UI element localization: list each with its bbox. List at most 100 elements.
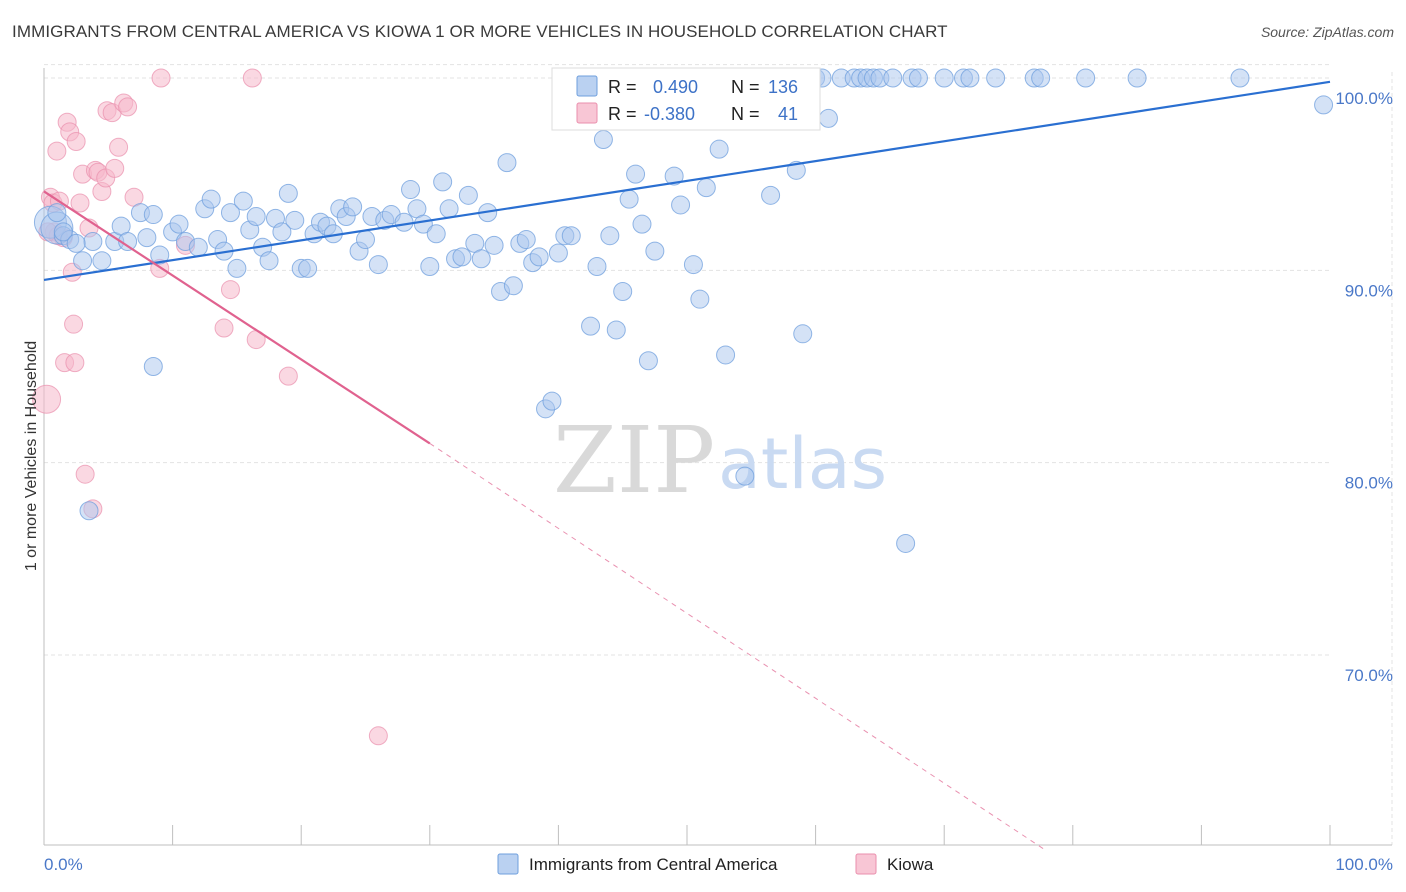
central-america-point: [458, 185, 478, 205]
y-tick-label: 80.0%: [1345, 474, 1393, 493]
central-america-point: [883, 68, 903, 88]
stats-pink-r-value: -0.380: [644, 104, 695, 124]
central-america-point: [896, 533, 916, 553]
central-america-point: [471, 249, 491, 269]
central-america-point: [1031, 68, 1051, 88]
central-america-point: [137, 228, 157, 248]
central-america-point: [83, 231, 103, 251]
kiowa-point: [66, 131, 86, 151]
central-america-point: [638, 351, 658, 371]
central-america-point: [285, 210, 305, 230]
central-america-point: [619, 189, 639, 209]
central-america-point: [439, 199, 459, 219]
central-america-point: [1127, 68, 1147, 88]
y-tick-label: 100.0%: [1335, 89, 1393, 108]
central-america-point: [356, 230, 375, 250]
central-america-point: [73, 251, 93, 271]
central-america-point: [426, 224, 446, 244]
central-america-point: [986, 68, 1006, 88]
central-america-point: [606, 320, 626, 340]
kiowa-point: [278, 366, 298, 386]
stats-pink-n-value: 41: [778, 104, 798, 124]
watermark: ZIP atlas: [553, 407, 887, 514]
central-america-point: [433, 172, 453, 192]
central-america-point: [1314, 95, 1334, 115]
central-america-point: [908, 68, 928, 88]
central-america-point: [484, 235, 504, 255]
central-america-point: [716, 345, 736, 365]
y-axis-label: 1 or more Vehicles in Household: [23, 341, 40, 571]
stats-blue-n-value: 136: [768, 77, 798, 97]
kiowa-point: [70, 193, 90, 213]
kiowa-point: [242, 68, 262, 88]
central-america-point: [960, 68, 980, 88]
central-america-point: [645, 241, 665, 261]
central-america-point: [516, 230, 536, 250]
central-america-point: [53, 222, 73, 242]
central-america-point: [683, 255, 703, 275]
legend-label-kiowa: Kiowa: [887, 855, 934, 874]
central-america-point: [664, 166, 684, 186]
kiowa-point: [151, 68, 171, 88]
central-america-point: [548, 243, 568, 263]
stats-pink-r-label: R =: [608, 104, 637, 124]
central-america-point: [593, 130, 613, 150]
central-america-point: [298, 258, 318, 278]
central-america-point: [671, 195, 691, 215]
stats-box: R = 0.490 N = 136 R = -0.380 N = 41: [551, 67, 821, 131]
chart-title: IMMIGRANTS FROM CENTRAL AMERICA VS KIOWA…: [12, 22, 948, 41]
kiowa-point: [75, 464, 95, 484]
central-america-point: [561, 226, 581, 246]
central-america-point: [709, 139, 729, 159]
central-america-point: [632, 214, 652, 234]
central-america-point: [92, 251, 112, 271]
legend-label-central-america: Immigrants from Central America: [529, 855, 778, 874]
central-america-point: [818, 108, 838, 128]
legend: Immigrants from Central America Kiowa: [497, 853, 934, 875]
stats-pink-n-label: N =: [731, 104, 760, 124]
central-america-point: [600, 226, 620, 246]
kiowa-points: [32, 68, 388, 746]
y-tick-label: 70.0%: [1345, 666, 1393, 685]
kiowa-trend-extension: [429, 443, 1048, 852]
central-america-point: [793, 324, 813, 344]
central-america-point: [259, 251, 279, 271]
stats-blue-r-label: R =: [608, 77, 637, 97]
kiowa-point: [64, 314, 84, 334]
watermark-atlas: atlas: [718, 423, 887, 505]
x-tick-label: 100.0%: [1335, 855, 1393, 874]
legend-pink-swatch: [855, 853, 877, 875]
central-america-point: [581, 316, 601, 336]
central-america-point: [613, 281, 633, 301]
stats-blue-r-value: 0.490: [653, 77, 698, 97]
stats-blue-n-label: N =: [731, 77, 760, 97]
central-america-point: [233, 191, 253, 211]
kiowa-point: [220, 280, 240, 300]
central-america-point: [497, 153, 517, 173]
stats-pink-swatch: [576, 102, 598, 124]
central-america-point: [542, 391, 562, 411]
central-america-point: [735, 466, 755, 486]
kiowa-point: [47, 141, 67, 161]
central-america-point: [690, 289, 710, 309]
kiowa-point: [32, 384, 62, 414]
central-america-point: [401, 180, 421, 200]
central-america-point: [452, 247, 472, 267]
central-america-point: [1076, 68, 1096, 88]
central-america-point: [529, 247, 549, 267]
central-america-point: [413, 214, 433, 234]
kiowa-point: [109, 137, 129, 157]
central-america-point: [143, 205, 163, 225]
central-america-point: [188, 237, 208, 257]
central-america-point: [227, 258, 247, 278]
central-america-point: [394, 212, 414, 232]
watermark-zip: ZIP: [553, 407, 715, 514]
grid-lines: [44, 64, 1393, 845]
central-america-point: [420, 256, 440, 276]
x-tick-label: 0.0%: [44, 855, 83, 874]
source-credit: Source: ZipAtlas.com: [1260, 24, 1394, 40]
kiowa-point: [105, 158, 125, 178]
central-america-point: [626, 164, 646, 184]
legend-blue-swatch: [497, 853, 519, 875]
